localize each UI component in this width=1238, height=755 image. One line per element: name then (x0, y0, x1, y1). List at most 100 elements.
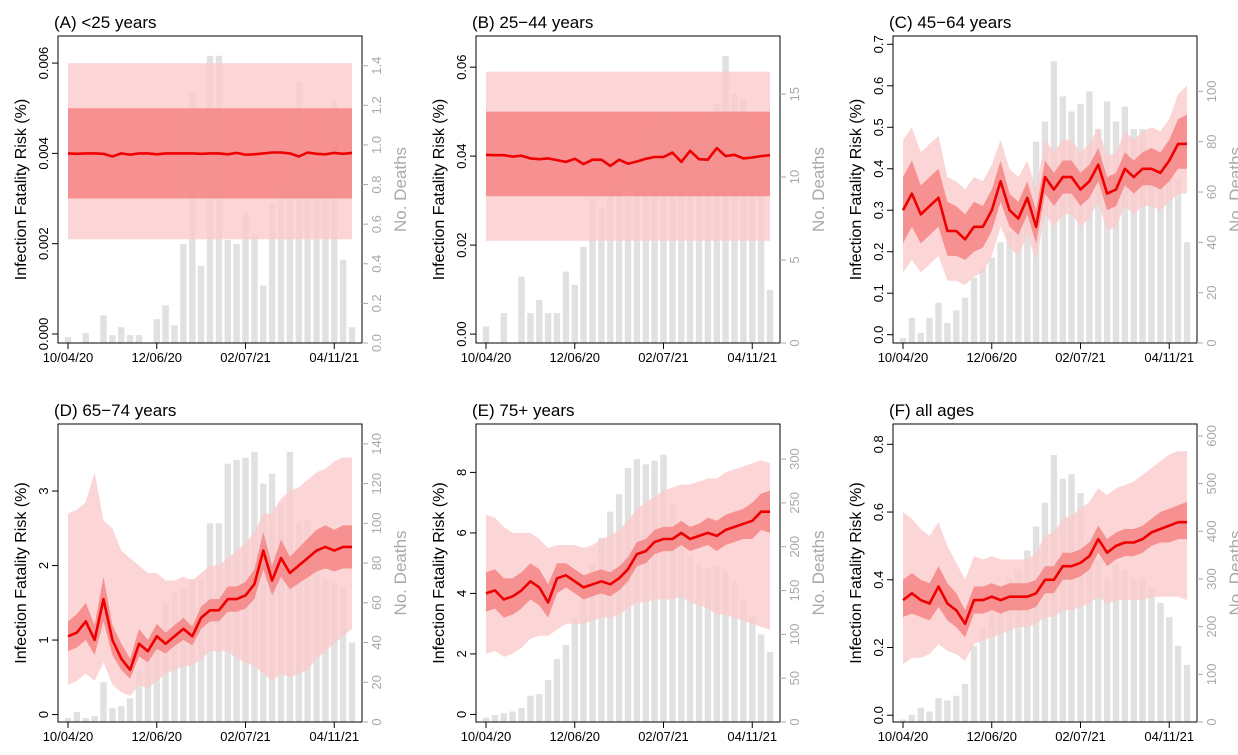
x-tick-label: 10/04/20 (878, 350, 929, 365)
deaths-bar (1183, 242, 1191, 343)
deaths-bar (953, 310, 960, 343)
deaths-bar (908, 714, 916, 722)
deaths-bar (153, 319, 160, 343)
ifr-line (901, 142, 1187, 241)
y2-axis-label: No. Deaths (809, 147, 828, 232)
deaths-bar (1095, 129, 1102, 343)
y-tick-label: 0.006 (36, 47, 51, 80)
x-tick-label: 02/07/21 (220, 729, 271, 744)
deaths-bar (598, 206, 605, 343)
deaths-bar (926, 711, 933, 722)
x-tick-label: 04/11/21 (727, 729, 777, 744)
deaths-bar (482, 717, 490, 722)
y-axis-label: Infection Fatality Risk (%) (848, 482, 865, 663)
y2-tick-label: 60 (369, 596, 384, 610)
deaths-bar (135, 335, 143, 343)
deaths-bar (580, 246, 587, 343)
deaths-bar (348, 327, 356, 343)
deaths-bar (313, 184, 320, 343)
deaths-bar (571, 284, 578, 343)
deaths-bar (1024, 192, 1031, 343)
plot-frame (57, 35, 363, 344)
deaths-bar (908, 317, 916, 343)
panel-title: (F) all ages (889, 401, 974, 420)
deaths-bar (607, 183, 614, 343)
y2-tick-label: 1.2 (369, 96, 384, 114)
deaths-bar (970, 277, 978, 343)
deaths-bar (1174, 645, 1182, 722)
y-tick-label: 0.000 (36, 318, 51, 351)
plot-frame (475, 35, 781, 344)
y2-tick-label: 0 (1204, 339, 1219, 346)
deaths-bar (277, 184, 285, 343)
y2-tick-label: 200 (787, 536, 802, 558)
y-tick-label: 8 (454, 469, 469, 476)
deaths-bar (339, 586, 347, 722)
deaths-bar (988, 612, 995, 722)
deaths-bar (1166, 179, 1173, 343)
deaths-bar (348, 642, 356, 722)
deaths-bar (197, 265, 205, 343)
deaths-bar (1174, 179, 1182, 343)
deaths-bar (961, 297, 969, 343)
deaths-bar (1006, 579, 1013, 722)
deaths-bar (944, 700, 951, 722)
deaths-bar (917, 707, 924, 722)
deaths-bar (917, 332, 924, 343)
ci50-band (486, 111, 770, 197)
deaths-bar (713, 566, 720, 722)
deaths-bar (589, 198, 596, 343)
deaths-bar (1015, 222, 1022, 343)
deaths-bar (961, 683, 969, 722)
y2-tick-label: 140 (369, 433, 384, 455)
deaths-bar (686, 555, 694, 722)
deaths-bar (749, 187, 756, 343)
deaths-bar (749, 616, 756, 722)
y2-tick-label: 100 (369, 512, 384, 534)
deaths-bar (997, 242, 1004, 343)
y-tick-label: 6 (454, 529, 469, 536)
panel-title: (D) 65−74 years (54, 401, 176, 420)
y-axis-label: Infection Fatality Risk (%) (13, 99, 30, 280)
deaths-bar (589, 564, 596, 722)
deaths-bar (1148, 588, 1155, 722)
y2-tick-label: 250 (787, 492, 802, 514)
panel-4: 10/04/20 12/06/20 02/07/21 04/11/21 0 1 2 3 0 20 4… (13, 401, 410, 744)
deaths-bar (153, 642, 160, 722)
y2-tick-label: 200 (1204, 616, 1219, 638)
deaths-bar (527, 695, 534, 722)
y2-tick-label: 40 (1204, 235, 1219, 249)
y2-tick-label: 0 (787, 339, 802, 346)
deaths-bar (766, 289, 774, 343)
y2-tick-label: 0 (787, 718, 802, 725)
y-tick-label: 0 (36, 711, 51, 718)
y2-axis-label: No. Deaths (391, 147, 410, 232)
deaths-bar (64, 337, 72, 343)
y2-tick-label: 0.8 (369, 176, 384, 194)
deaths-bar (162, 305, 169, 343)
deaths-bar (518, 276, 525, 343)
y2-tick-label: 100 (1204, 663, 1219, 685)
y2-tick-label: 120 (369, 473, 384, 495)
deaths-bar (322, 160, 329, 343)
deaths-bar (242, 212, 249, 343)
deaths-bar (1121, 106, 1129, 343)
deaths-bar (100, 682, 107, 722)
deaths-bar (1086, 540, 1093, 722)
ifr-line (485, 510, 770, 604)
y-axis-label: Infection Fatality Risk (%) (848, 99, 865, 280)
deaths-bar (126, 335, 134, 343)
deaths-bar (935, 302, 942, 343)
deaths-bar (286, 180, 294, 343)
y-tick-label: 0.06 (454, 54, 469, 79)
ifr-line (485, 146, 771, 168)
deaths-bar (1157, 602, 1164, 722)
deaths-bar (1015, 569, 1022, 722)
deaths-bar (509, 711, 516, 722)
deaths-bar (1139, 579, 1146, 722)
deaths-bar (722, 571, 729, 722)
x-tick-label: 04/11/21 (727, 350, 777, 365)
y-tick-label: 0.1 (871, 284, 886, 302)
y-tick-label: 3 (36, 487, 51, 494)
